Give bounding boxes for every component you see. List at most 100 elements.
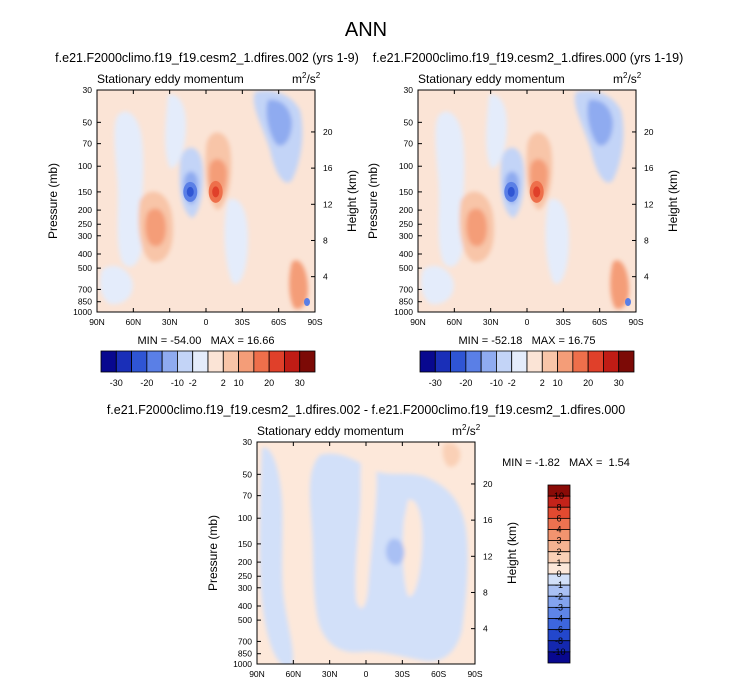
panel-3-x-axis: 90N 60N 30N 0 30S 60S 90S: [249, 442, 483, 679]
panel-2-colorbar-label: -30: [429, 378, 442, 388]
panel-3-y-tick-label: 1000: [233, 659, 252, 669]
panel-2-y-tick-label: 150: [399, 187, 413, 197]
panel-1-field: [97, 90, 315, 312]
panel-3-y-tick-label: 50: [243, 469, 253, 479]
panel-2-neg-surface-sh: [625, 298, 631, 306]
panel-3-ylabel-right: Height (km): [505, 522, 519, 584]
panel-2-title: f.e21.F2000climo.f19_f19.cesm2_1.dfires.…: [373, 51, 684, 65]
panel-3-x-tick-label: 0: [364, 669, 369, 679]
panel-1-x-axis: 90N 60N 30N 0 30S 60S 90S: [89, 90, 323, 327]
panel-2-colorbar: -30 -20 -10 -2 2 10 20 30: [419, 350, 635, 388]
panel-3-colorbar-label: 8: [556, 502, 561, 512]
panel-2-neg-band-nh: [435, 111, 465, 267]
panel-1-x-tick-label: 90S: [307, 317, 322, 327]
panel-2-x-tick-label: 30N: [483, 317, 499, 327]
panel-3-y-tick-label: 850: [238, 649, 252, 659]
panel-2-x-axis: 90N 60N 30N 0 30S 60S 90S: [410, 90, 644, 327]
panel-1-colorbar-label: -2: [189, 378, 197, 388]
panel-3-x-tick-label: 60N: [286, 669, 302, 679]
panel-2-ylabel: Pressure (mb): [366, 163, 380, 239]
panel-3-height-axis: 20 16 12 8 4: [471, 479, 493, 634]
panel-2-colorbar-swatch: [557, 350, 574, 373]
panel-3-subtitle: Stationary eddy momentum: [257, 424, 404, 438]
panel-1-y-tick-label: 70: [83, 139, 93, 149]
panel-2-x-tick-label: 90S: [628, 317, 643, 327]
panel-2-ylabel-right: Height (km): [666, 170, 680, 232]
panel-1-colorbar-swatch: [268, 350, 285, 373]
panel-2-y-tick-label: 200: [399, 205, 413, 215]
panel-2-x-tick-label: 0: [525, 317, 530, 327]
panel-1-colorbar-swatch: [100, 350, 117, 373]
panel-1-y-tick-label: 500: [78, 263, 92, 273]
panel-2-y-tick-label: 250: [399, 219, 413, 229]
panel-2-colorbar-swatch: [587, 350, 604, 373]
panel-1-pos-core-center: [212, 186, 220, 198]
panel-1-colorbar-swatch: [192, 350, 209, 373]
panel-2-x-tick-label: 90N: [410, 317, 426, 327]
panel-2-colorbar-swatch: [603, 350, 620, 373]
panel-1-x-tick-label: 30S: [235, 317, 250, 327]
panel-1-ylabel: Pressure (mb): [46, 163, 60, 239]
panel-3-pos-top-sh: [442, 442, 461, 467]
panel-3-height-tick-label: 12: [483, 551, 493, 561]
panel-3-field: [257, 442, 475, 664]
panel-2-y-tick-label: 1000: [394, 307, 413, 317]
panel-3-x-tick-label: 60S: [431, 669, 446, 679]
panel-1-x-tick-label: 60S: [271, 317, 286, 327]
panel-2-stats: MIN = -52.18 MAX = 16.75: [459, 335, 596, 347]
panel-2-colorbar-swatch: [526, 350, 543, 373]
panel-1-height-tick-label: 8: [323, 235, 328, 245]
panel-2-colorbar-label: 20: [583, 378, 593, 388]
panel-2-y-tick-label: 50: [404, 117, 414, 127]
panel-2-y-tick-label: 300: [399, 231, 413, 241]
panel-1-neg-core-center: [186, 186, 194, 197]
panel-1-colorbar-label: 2: [221, 378, 226, 388]
panel-3-colorbar-label: -8: [555, 636, 563, 646]
panel-3-y-tick-label: 250: [238, 571, 252, 581]
panel-3-x-tick-label: 30N: [322, 669, 338, 679]
panel-1-y-tick-label: 400: [78, 249, 92, 259]
panel-1-neg-lower-nh: [100, 265, 133, 305]
panel-1-colorbar-swatch: [177, 350, 194, 373]
panel-2-y-tick-label: 500: [399, 263, 413, 273]
panel-2-subtitle: Stationary eddy momentum: [418, 72, 565, 86]
panel-3-y-tick-label: 700: [238, 636, 252, 646]
panel-2-pos-core-nh: [466, 208, 487, 247]
panel-1-height-tick-label: 4: [323, 272, 328, 282]
panel-1-colorbar-swatch: [161, 350, 178, 373]
panel-2-colorbar-swatch: [511, 350, 528, 373]
panel-1-x-tick-label: 60N: [126, 317, 142, 327]
panel-2-x-tick-label: 30S: [556, 317, 571, 327]
panel-2-colorbar-swatch: [572, 350, 589, 373]
panel-1-neg-band-nh: [114, 111, 144, 267]
panel-3-y-tick-label: 500: [238, 615, 252, 625]
panel-3-colorbar-label: -10: [552, 647, 565, 657]
panel-2-height-tick-label: 4: [644, 272, 649, 282]
panel-1-subtitle: Stationary eddy momentum: [97, 72, 244, 86]
panel-2-pos-core-center: [533, 186, 541, 198]
panel-1-neg-band-mid: [165, 94, 186, 169]
panel-2-y-tick-label: 400: [399, 249, 413, 259]
panel-1-y-tick-label: 200: [78, 205, 92, 215]
panel-2-colorbar-swatch: [496, 350, 513, 373]
panel-3-colorbar-swatch: [547, 651, 571, 664]
panel-3-colorbar-label: -6: [555, 625, 563, 635]
panel-1-neg-midlow: [224, 199, 248, 284]
panel-3-pos-stripe-a: [355, 445, 377, 609]
panel-3-y-tick-label: 300: [238, 583, 252, 593]
panel-1-neg-sh-core: [266, 99, 292, 146]
panel-1-colorbar-label: -20: [140, 378, 153, 388]
panel-3-x-tick-label: 30S: [395, 669, 410, 679]
panel-3-neg-left-column: [259, 447, 293, 664]
panel-3-x-tick-label: 90S: [467, 669, 482, 679]
panel-1-y-tick-label: 50: [83, 117, 93, 127]
panel-3-y-tick-label: 200: [238, 557, 252, 567]
panel-2-neg-lower-nh: [421, 265, 454, 305]
panel-1-y-tick-label: 300: [78, 231, 92, 241]
panel-1-colorbar-label: 20: [264, 378, 274, 388]
panel-1-colorbar-swatch: [238, 350, 255, 373]
